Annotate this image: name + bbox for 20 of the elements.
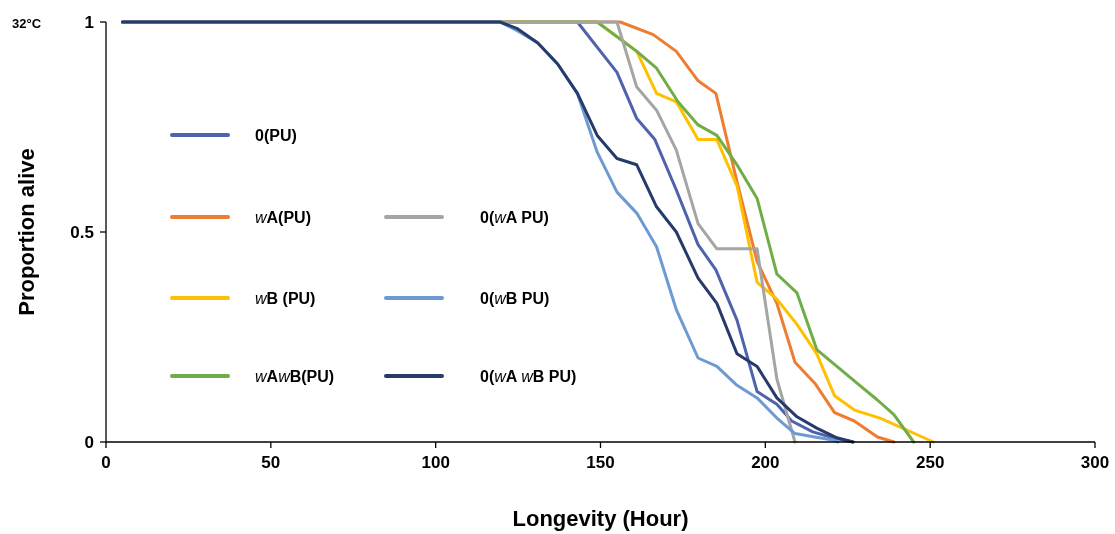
y-tick-label: 0.5 bbox=[70, 223, 94, 242]
x-tick-label: 0 bbox=[101, 453, 111, 472]
y-axis-title: Proportion alive bbox=[14, 148, 39, 316]
x-axis-title: Longevity (Hour) bbox=[512, 506, 689, 531]
legend-label: 0(wB PU) bbox=[480, 290, 550, 307]
x-tick-label: 250 bbox=[915, 453, 945, 472]
x-tick-label: 300 bbox=[1080, 453, 1110, 472]
x-tick-label: 150 bbox=[586, 453, 615, 472]
x-tick-label: 200 bbox=[751, 453, 780, 472]
legend-label: wB (PU) bbox=[255, 290, 316, 307]
legend-label: wA(PU) bbox=[255, 209, 311, 226]
text: 32°C bbox=[12, 16, 42, 31]
x-tick-label: 50 bbox=[261, 453, 281, 472]
y-tick-label: 1 bbox=[84, 13, 94, 32]
legend-label: 0(wA PU) bbox=[480, 209, 549, 226]
legend-label: 0(wA wB PU) bbox=[480, 368, 577, 385]
y-tick-label: 0 bbox=[84, 433, 94, 452]
legend-label: wAwB(PU) bbox=[255, 368, 335, 385]
legend-label: 0(PU) bbox=[255, 127, 297, 144]
x-tick-label: 100 bbox=[421, 453, 450, 472]
